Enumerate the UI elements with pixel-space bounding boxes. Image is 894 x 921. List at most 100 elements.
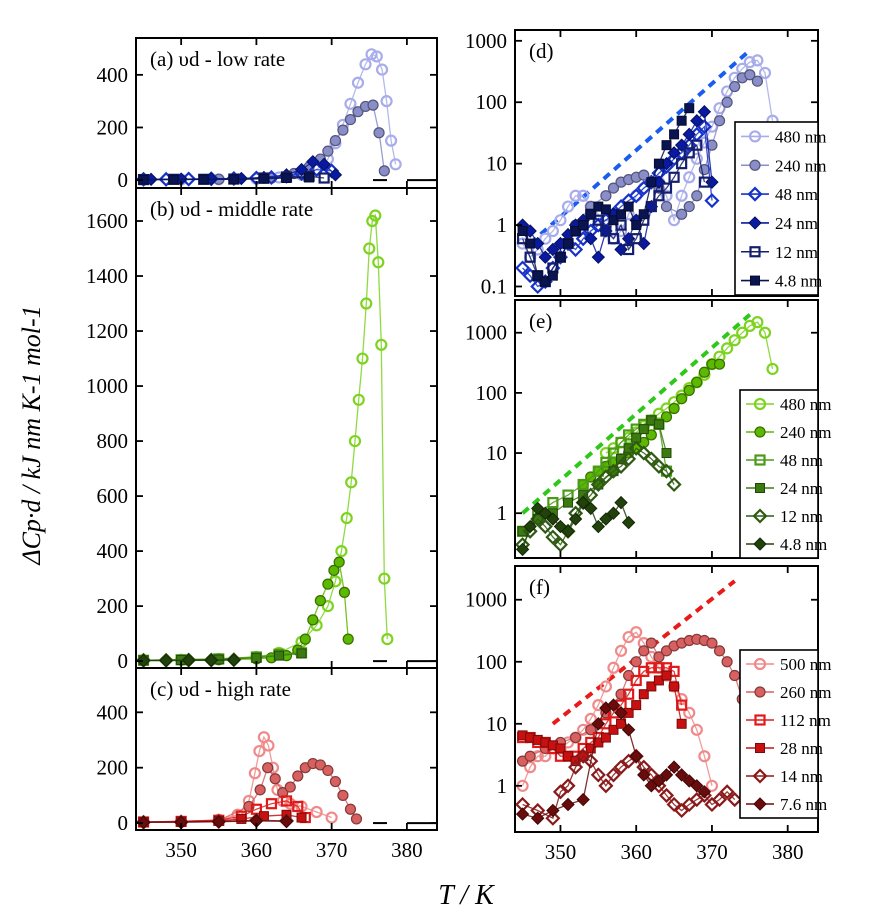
data-point (623, 688, 635, 700)
y-tick-label: 1 (497, 501, 508, 525)
data-point (537, 518, 553, 535)
data-point (669, 129, 680, 140)
data-point (517, 526, 528, 537)
legend-marker (750, 275, 760, 286)
data-point (585, 743, 596, 754)
data-point (265, 798, 278, 810)
data-point (667, 760, 681, 774)
data-point (600, 456, 612, 468)
data-point (630, 626, 643, 639)
data-point (304, 172, 315, 183)
data-point (607, 233, 620, 245)
data-point (375, 338, 388, 351)
data-point (698, 750, 711, 763)
data-point (720, 342, 734, 355)
data-point (554, 214, 567, 227)
data-point (515, 807, 530, 821)
data-point (676, 718, 687, 729)
data-point (706, 637, 718, 649)
data-point (614, 644, 628, 657)
data-point (608, 215, 619, 226)
y-tick-label: 10 (486, 712, 507, 736)
data-point (555, 252, 566, 263)
legend-label: 48 nm (780, 451, 823, 470)
data-point (660, 182, 673, 194)
data-point (576, 495, 590, 510)
data-point (590, 476, 606, 493)
legend-label: 240 nm (775, 156, 826, 175)
plot-area-d (515, 48, 779, 295)
data-point (538, 506, 553, 520)
legend-label: 500 nm (780, 655, 831, 674)
series-260-nm (137, 757, 363, 828)
data-point (351, 76, 365, 89)
panel-title: (e) (529, 309, 552, 333)
data-point (623, 243, 635, 256)
y-tick-label: 0 (118, 811, 129, 835)
data-point (600, 225, 612, 237)
data-point (523, 519, 537, 534)
legend-label: 24 nm (780, 479, 823, 498)
legend-marker (755, 483, 765, 493)
data-point (653, 662, 665, 674)
data-point (540, 276, 551, 287)
data-point (356, 352, 369, 365)
legend-entry: 7.6 nm (746, 795, 827, 814)
data-point (637, 768, 651, 782)
data-point (561, 797, 575, 812)
data-point (577, 189, 590, 202)
data-point (658, 463, 675, 479)
y-tick-label: 0 (118, 649, 129, 673)
panel-f: 1 10 100 1000 350 360 370 380 (f) 500 nm 260 nm 112… (465, 565, 831, 864)
legend-marker (753, 537, 767, 551)
y-tick-label: 0 (118, 168, 129, 192)
data-point (545, 529, 561, 545)
data-point (525, 238, 536, 249)
data-point (262, 762, 274, 774)
data-point (539, 232, 552, 245)
data-point (591, 519, 606, 534)
data-point (370, 50, 383, 63)
data-point (646, 177, 657, 188)
data-point (621, 723, 636, 737)
legend-label: 480 nm (780, 395, 831, 414)
data-point (646, 681, 657, 692)
data-point (683, 706, 696, 719)
y-tick-label: 400 (97, 539, 129, 563)
data-point (292, 800, 304, 813)
series-line (143, 560, 349, 662)
data-point (643, 451, 659, 467)
legend-entry: 28 nm (746, 739, 823, 758)
data-point (325, 811, 338, 824)
data-point (281, 173, 292, 183)
data-point (628, 188, 644, 204)
data-point (322, 145, 334, 157)
x-tick-label: 380 (391, 838, 423, 862)
series-480-nm (137, 209, 394, 667)
panel-title: (b) υd - middle rate (150, 197, 313, 221)
data-point (645, 637, 657, 649)
data-point (607, 182, 620, 194)
data-point (676, 115, 687, 126)
y-tick-label: 1000 (86, 374, 128, 398)
data-point (630, 656, 642, 668)
y-tick-label: 100 (476, 650, 508, 674)
data-point (524, 251, 536, 263)
data-point (352, 393, 365, 406)
legend-box (739, 389, 819, 559)
data-point (212, 814, 226, 829)
data-point (691, 190, 703, 202)
data-point (653, 158, 664, 169)
panel-title: (f) (529, 575, 550, 599)
legend-marker (754, 714, 766, 726)
data-point (758, 66, 772, 80)
data-point (697, 105, 712, 119)
panel-e: 1 10 100 1000 (e) 480 nm 240 nm 48 nm 24 nm 12 nm… (465, 299, 831, 559)
data-point (584, 231, 598, 246)
series-260-nm (516, 633, 748, 767)
data-point (690, 723, 703, 736)
panel-b: 0 200 400 600 800 1000 1200 1400 1600 (b) υd - mi… (86, 187, 438, 673)
data-point (605, 767, 622, 783)
legend-entry: 4.8 nm (746, 535, 827, 554)
